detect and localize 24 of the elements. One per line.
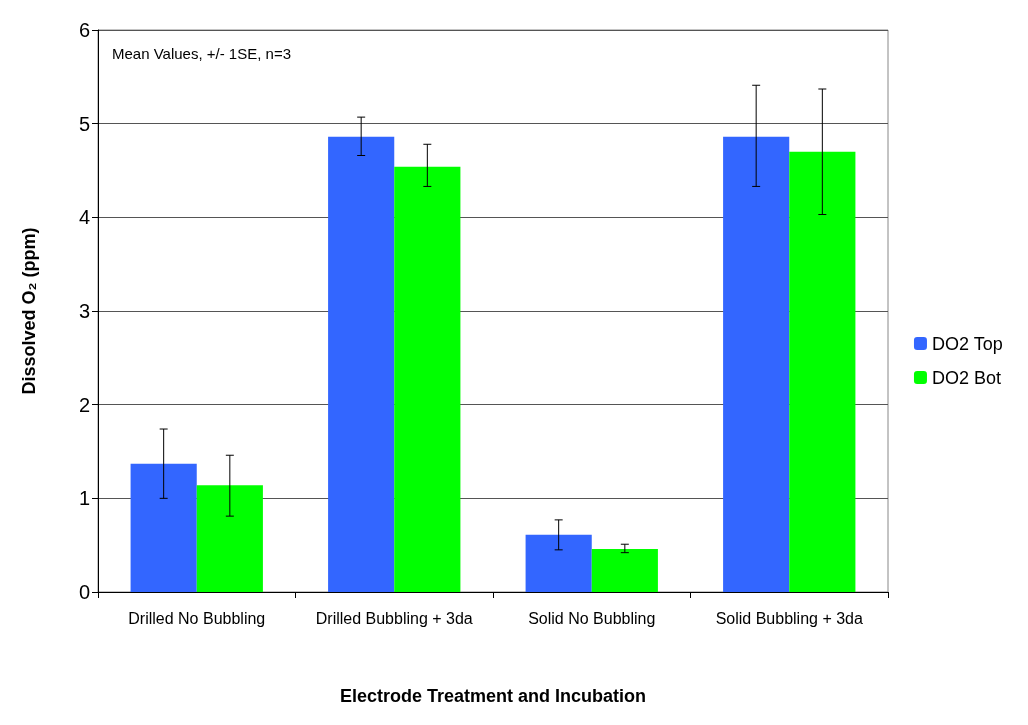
y-tick-label: 1 xyxy=(78,487,90,510)
bar xyxy=(789,151,856,592)
x-tick-label: Drilled Bubbling + 3da xyxy=(315,609,473,627)
x-tick-label: Drilled No Bubbling xyxy=(128,609,266,627)
y-tick-label: 2 xyxy=(78,393,90,416)
legend-label: DO2 Top xyxy=(931,333,1003,354)
legend-label: DO2 Bot xyxy=(931,367,1001,388)
y-tick-label: 5 xyxy=(78,112,90,135)
annotation: Mean Values, +/- 1SE, n=3 xyxy=(112,45,291,62)
bar xyxy=(394,166,461,592)
y-tick-label: 6 xyxy=(78,19,90,41)
bar xyxy=(196,485,263,592)
bar xyxy=(591,548,658,592)
y-axis-title: Dissolved O₂ (ppm) xyxy=(19,227,39,395)
x-axis-title: Electrode Treatment and Incubation xyxy=(339,686,647,706)
y-tick-label: 4 xyxy=(78,206,90,229)
bar xyxy=(130,463,197,592)
x-tick-label: Solid Bubbling + 3da xyxy=(715,609,863,627)
y-tick-label: 0 xyxy=(78,581,90,603)
x-tick-label: Solid No Bubbling xyxy=(528,609,656,627)
bar xyxy=(525,534,592,592)
y-tick-label: 3 xyxy=(78,300,90,322)
bar xyxy=(723,136,790,592)
bar xyxy=(328,136,395,592)
